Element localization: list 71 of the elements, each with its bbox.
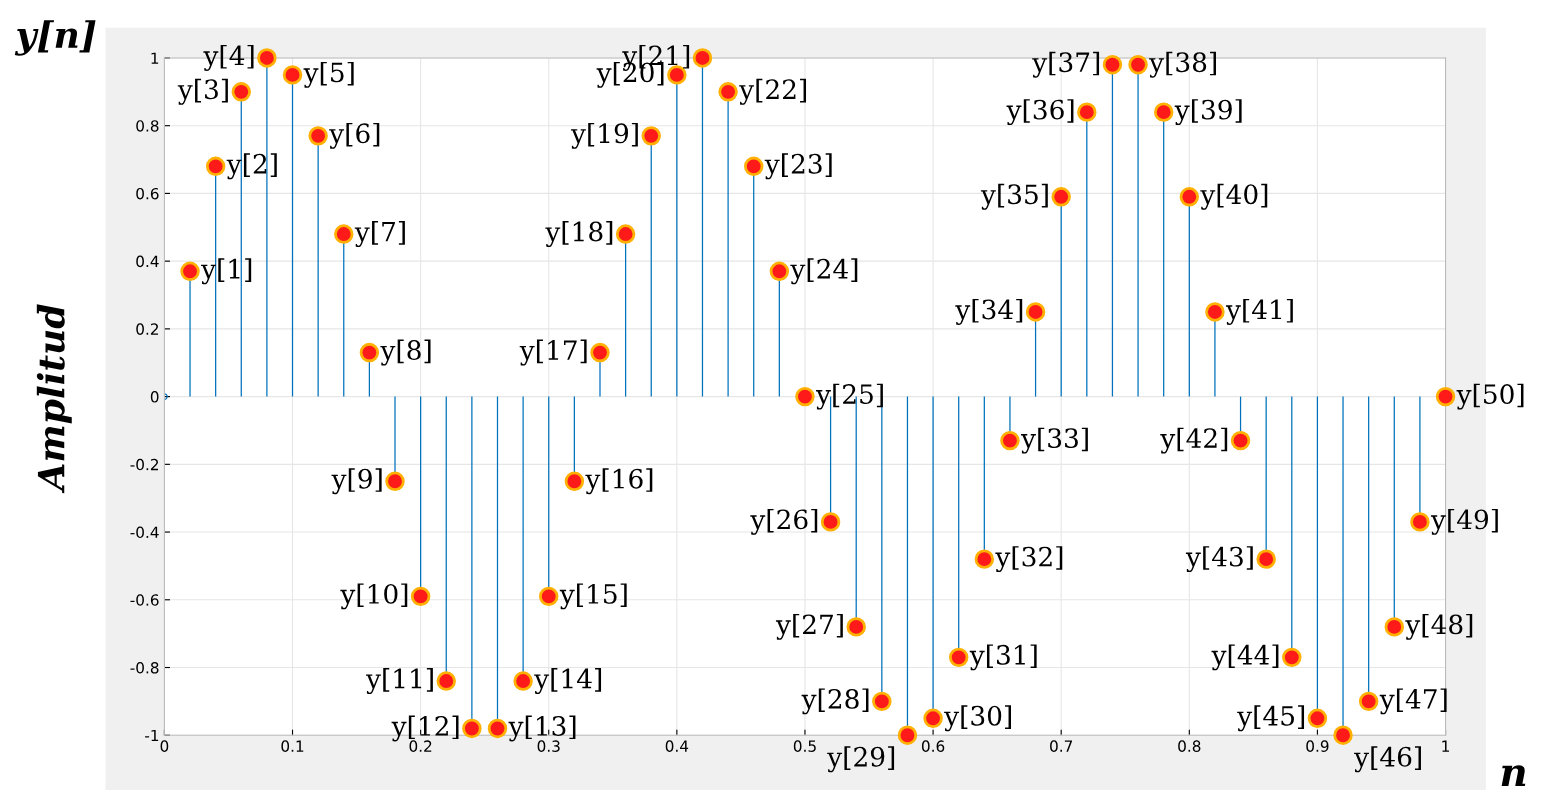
annotation: y[34] bbox=[955, 298, 1023, 325]
annotation: y[7] bbox=[354, 221, 405, 248]
annotation: y[24] bbox=[790, 258, 858, 285]
annotation: y[12] bbox=[391, 715, 459, 742]
y-tick-label: 1 bbox=[151, 52, 159, 64]
annotation: y[38] bbox=[1149, 51, 1216, 78]
annotation: y[43] bbox=[1185, 546, 1253, 573]
annotation: y[37] bbox=[1032, 51, 1100, 78]
annotation: y[27] bbox=[775, 613, 843, 640]
x-tick-label: 0.9 bbox=[1306, 740, 1329, 752]
annotation: y[11] bbox=[365, 668, 433, 695]
annotation: y[35] bbox=[980, 183, 1048, 210]
x-tick-label: 0 bbox=[160, 740, 169, 752]
y-tick-label: -0.4 bbox=[130, 526, 159, 539]
y-tick-label: -1 bbox=[145, 729, 159, 742]
annotation: y[14] bbox=[534, 668, 602, 695]
annotation: y[15] bbox=[559, 583, 627, 610]
annotation: y[13] bbox=[508, 715, 576, 742]
chart-title: y[n] bbox=[14, 20, 96, 56]
y-tick-label: 0.4 bbox=[136, 255, 159, 268]
annotation: y[33] bbox=[1020, 427, 1088, 454]
annotation: y[10] bbox=[340, 583, 408, 610]
annotation: y[22] bbox=[739, 78, 807, 105]
annotation: y[26] bbox=[750, 508, 818, 535]
x-tick-label: 0.7 bbox=[1050, 740, 1073, 752]
annotation: y[9] bbox=[331, 468, 382, 495]
y-tick-label: 0 bbox=[150, 391, 159, 403]
annotation: y[16] bbox=[585, 468, 653, 495]
x-tick-label: 0.6 bbox=[921, 740, 945, 752]
x-tick-label: 0.4 bbox=[665, 740, 689, 752]
annotation: y[41] bbox=[1225, 298, 1293, 325]
annotation: y[8] bbox=[380, 339, 431, 366]
annotation: y[46] bbox=[1354, 746, 1421, 773]
annotation: y[4] bbox=[203, 45, 254, 71]
annotation: y[30] bbox=[944, 705, 1011, 732]
x-tick-label: 0.2 bbox=[409, 740, 432, 752]
annotation: y[28] bbox=[801, 688, 869, 715]
annotation: y[3] bbox=[177, 78, 228, 105]
annotation: y[44] bbox=[1211, 644, 1279, 671]
y-tick-label: -0.8 bbox=[130, 661, 159, 674]
annotation: y[29] bbox=[827, 746, 895, 773]
annotation: y[5] bbox=[303, 61, 354, 88]
annotation: y[17] bbox=[519, 339, 587, 366]
y-axis-title: Amplitud bbox=[36, 304, 72, 494]
annotation: y[40] bbox=[1200, 183, 1268, 210]
x-axis-title: n bbox=[1501, 765, 1526, 787]
annotation: y[31] bbox=[969, 644, 1037, 671]
annotation: y[25] bbox=[816, 383, 883, 410]
annotation: y[18] bbox=[545, 221, 613, 248]
x-tick-label: 0.8 bbox=[1178, 740, 1201, 752]
annotation: y[49] bbox=[1430, 508, 1498, 535]
x-tick-label: 0.3 bbox=[537, 740, 560, 752]
annotation: y[50] bbox=[1456, 383, 1524, 410]
annotation: y[45] bbox=[1237, 705, 1305, 732]
annotation: y[47] bbox=[1379, 688, 1447, 715]
annotation: y[23] bbox=[764, 153, 832, 180]
annotation: y[36] bbox=[1006, 99, 1074, 126]
annotation: y[39] bbox=[1174, 99, 1242, 126]
annotation: y[19] bbox=[570, 122, 638, 149]
y-tick-label: 0.6 bbox=[136, 187, 159, 200]
annotation: y[42] bbox=[1160, 427, 1228, 454]
y-tick-label: 0.8 bbox=[136, 120, 159, 132]
x-tick-label: 0.1 bbox=[281, 740, 304, 752]
annotation: y[6] bbox=[329, 122, 380, 149]
y-tick-label: -0.6 bbox=[130, 594, 159, 606]
annotation: y[48] bbox=[1405, 613, 1473, 640]
y-tick-label: -0.2 bbox=[130, 458, 159, 471]
x-tick-label: 0.5 bbox=[793, 740, 816, 752]
annotation: y[32] bbox=[995, 546, 1063, 573]
x-tick-label: 1 bbox=[1442, 740, 1449, 752]
y-tick-label: 0.2 bbox=[136, 323, 159, 335]
